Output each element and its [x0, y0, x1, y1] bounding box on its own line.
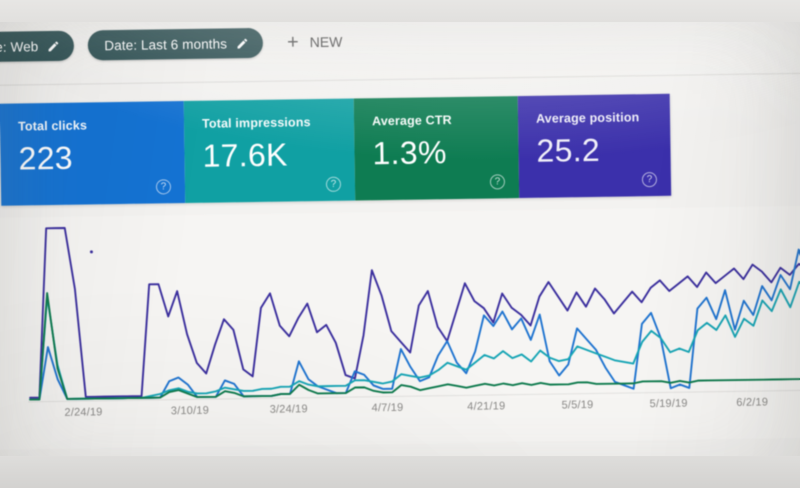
help-icon[interactable]: ?: [155, 179, 172, 195]
pencil-icon[interactable]: [47, 39, 60, 52]
metric-label: Total clicks: [17, 118, 88, 134]
x-axis-tick-label: 3/10/19: [170, 404, 210, 418]
metric-value: 223: [18, 139, 74, 177]
help-icon[interactable]: ?: [641, 172, 658, 188]
metric-value: 17.6K: [202, 136, 288, 174]
metric-label: Average CTR: [371, 113, 452, 129]
x-axis-tick-label: 4/21/19: [467, 400, 506, 413]
filter-chip-type[interactable]: type: Web: [0, 30, 75, 63]
filter-chip-type-label: type: Web: [0, 38, 39, 55]
plus-icon: +: [286, 31, 299, 54]
chart-plot-area[interactable]: [27, 210, 800, 402]
x-axis-tick-label: 2/24/19: [64, 406, 103, 419]
x-axis-tick-label: 5/5/19: [561, 398, 594, 412]
help-icon[interactable]: ?: [325, 176, 342, 192]
x-axis-tick-label: 5/19/19: [649, 397, 688, 411]
metric-label: Total impressions: [201, 115, 311, 131]
metric-card-average-ctr[interactable]: Average CTR 1.3% ?: [353, 96, 520, 201]
x-axis-tick-label: 4/7/19: [371, 401, 404, 415]
metric-card-average-position[interactable]: Average position 25.2 ?: [517, 93, 672, 199]
x-axis-tick-label: 3/24/19: [269, 403, 308, 416]
metric-card-total-clicks[interactable]: Total clicks 223 ?: [0, 101, 186, 206]
new-filter-label: NEW: [309, 33, 343, 51]
metric-label: Average position: [535, 110, 640, 126]
chart-data-point-marker: [89, 250, 93, 254]
new-filter-button[interactable]: + NEW: [286, 31, 343, 54]
filter-toolbar: type: Web Date: Last 6 months + NEW: [0, 4, 800, 78]
metric-value: 25.2: [536, 131, 601, 169]
chart-lines: [27, 210, 800, 402]
performance-chart-panel: 2/24/19 3/10/19 3/24/19 4/7/19 4/21/19 5/5/19…: [0, 205, 800, 450]
x-axis-tick-label: 6/2/19: [736, 396, 769, 409]
metric-card-total-impressions[interactable]: Total impressions 17.6K ?: [183, 98, 356, 204]
filter-chip-date[interactable]: Date: Last 6 months: [88, 27, 264, 61]
filter-chip-date-label: Date: Last 6 months: [104, 35, 228, 53]
chart-series-line: [29, 282, 800, 400]
metric-cards-row: Total clicks 223 ? Total impressions 17.…: [0, 93, 672, 206]
pencil-icon[interactable]: [236, 37, 249, 50]
help-icon[interactable]: ?: [489, 174, 506, 190]
metric-value: 1.3%: [372, 134, 447, 172]
